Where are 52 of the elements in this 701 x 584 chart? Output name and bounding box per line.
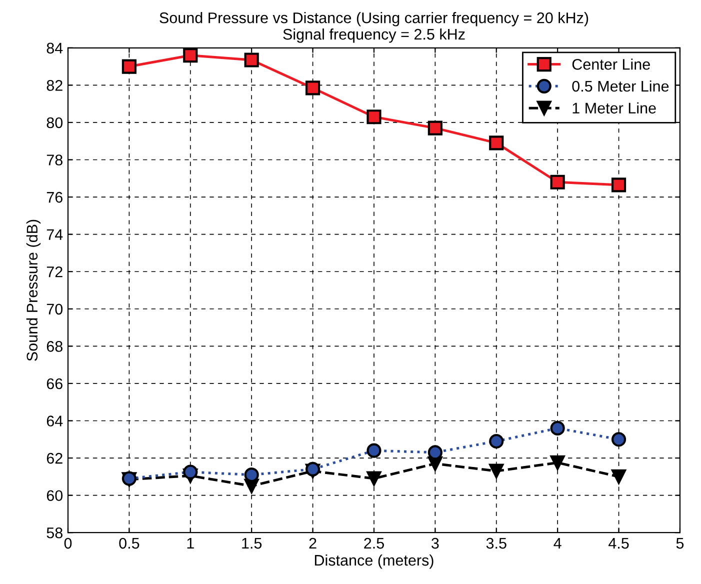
y-tick-label: 62 xyxy=(46,452,62,464)
x-tick-label: 1.5 xyxy=(242,538,262,549)
y-tick-label: 58 xyxy=(46,527,62,538)
point xyxy=(489,434,504,449)
x-tick-label: 1 xyxy=(187,538,194,549)
y-axis-title: Sound Pressure (dB) xyxy=(26,220,41,361)
point xyxy=(550,174,565,190)
x-tick-label: 5 xyxy=(676,538,684,549)
legend-label: 1 Meter Line xyxy=(572,102,656,114)
y-tick-label: 84 xyxy=(46,42,63,54)
x-tick-label: 3 xyxy=(432,538,439,549)
y-tick-label: 80 xyxy=(46,117,63,128)
point xyxy=(489,136,504,150)
x-axis-title: Distance (meters) xyxy=(314,554,434,569)
x-tick-label: 2.5 xyxy=(364,538,384,549)
point xyxy=(244,52,259,68)
point xyxy=(122,59,136,74)
point xyxy=(611,178,626,192)
point xyxy=(428,445,442,460)
point xyxy=(183,464,198,480)
point xyxy=(122,471,136,486)
point xyxy=(428,120,442,136)
point xyxy=(305,462,320,477)
point xyxy=(305,80,320,96)
y-tick-label: 74 xyxy=(46,229,63,240)
x-tick-label: 4.5 xyxy=(608,538,629,549)
y-tick-label: 70 xyxy=(46,304,63,315)
y-tick-label: 82 xyxy=(46,80,62,91)
x-tick-label: 0.5 xyxy=(119,538,140,549)
point xyxy=(183,48,198,63)
point xyxy=(611,432,626,447)
point xyxy=(550,420,565,436)
x-tick-label: 4 xyxy=(554,538,562,549)
y-tick-label: 76 xyxy=(46,192,62,203)
legend-label: 0.5 Meter Line xyxy=(572,80,669,92)
y-tick-label: 72 xyxy=(46,266,62,278)
y-tick-label: 68 xyxy=(46,341,62,352)
x-tick-label: 0 xyxy=(64,538,72,549)
y-tick-label: 60 xyxy=(46,490,63,502)
x-tick-label: 2 xyxy=(309,538,316,549)
chart-title: Sound Pressure vs Distance (Using carrier frequency = 20 kHz) Signal frequency = 2.5 kHz xyxy=(160,12,588,43)
point xyxy=(489,464,504,478)
legend-label: Center Line xyxy=(572,58,650,70)
point xyxy=(611,469,626,484)
x-tick-label: 3.5 xyxy=(486,538,506,549)
point xyxy=(550,455,565,470)
y-tick-label: 64 xyxy=(46,416,63,426)
point xyxy=(366,443,382,458)
y-tick-label: 66 xyxy=(46,378,62,390)
y-tick-label: 78 xyxy=(46,154,62,166)
point xyxy=(366,471,382,486)
point xyxy=(366,110,382,124)
